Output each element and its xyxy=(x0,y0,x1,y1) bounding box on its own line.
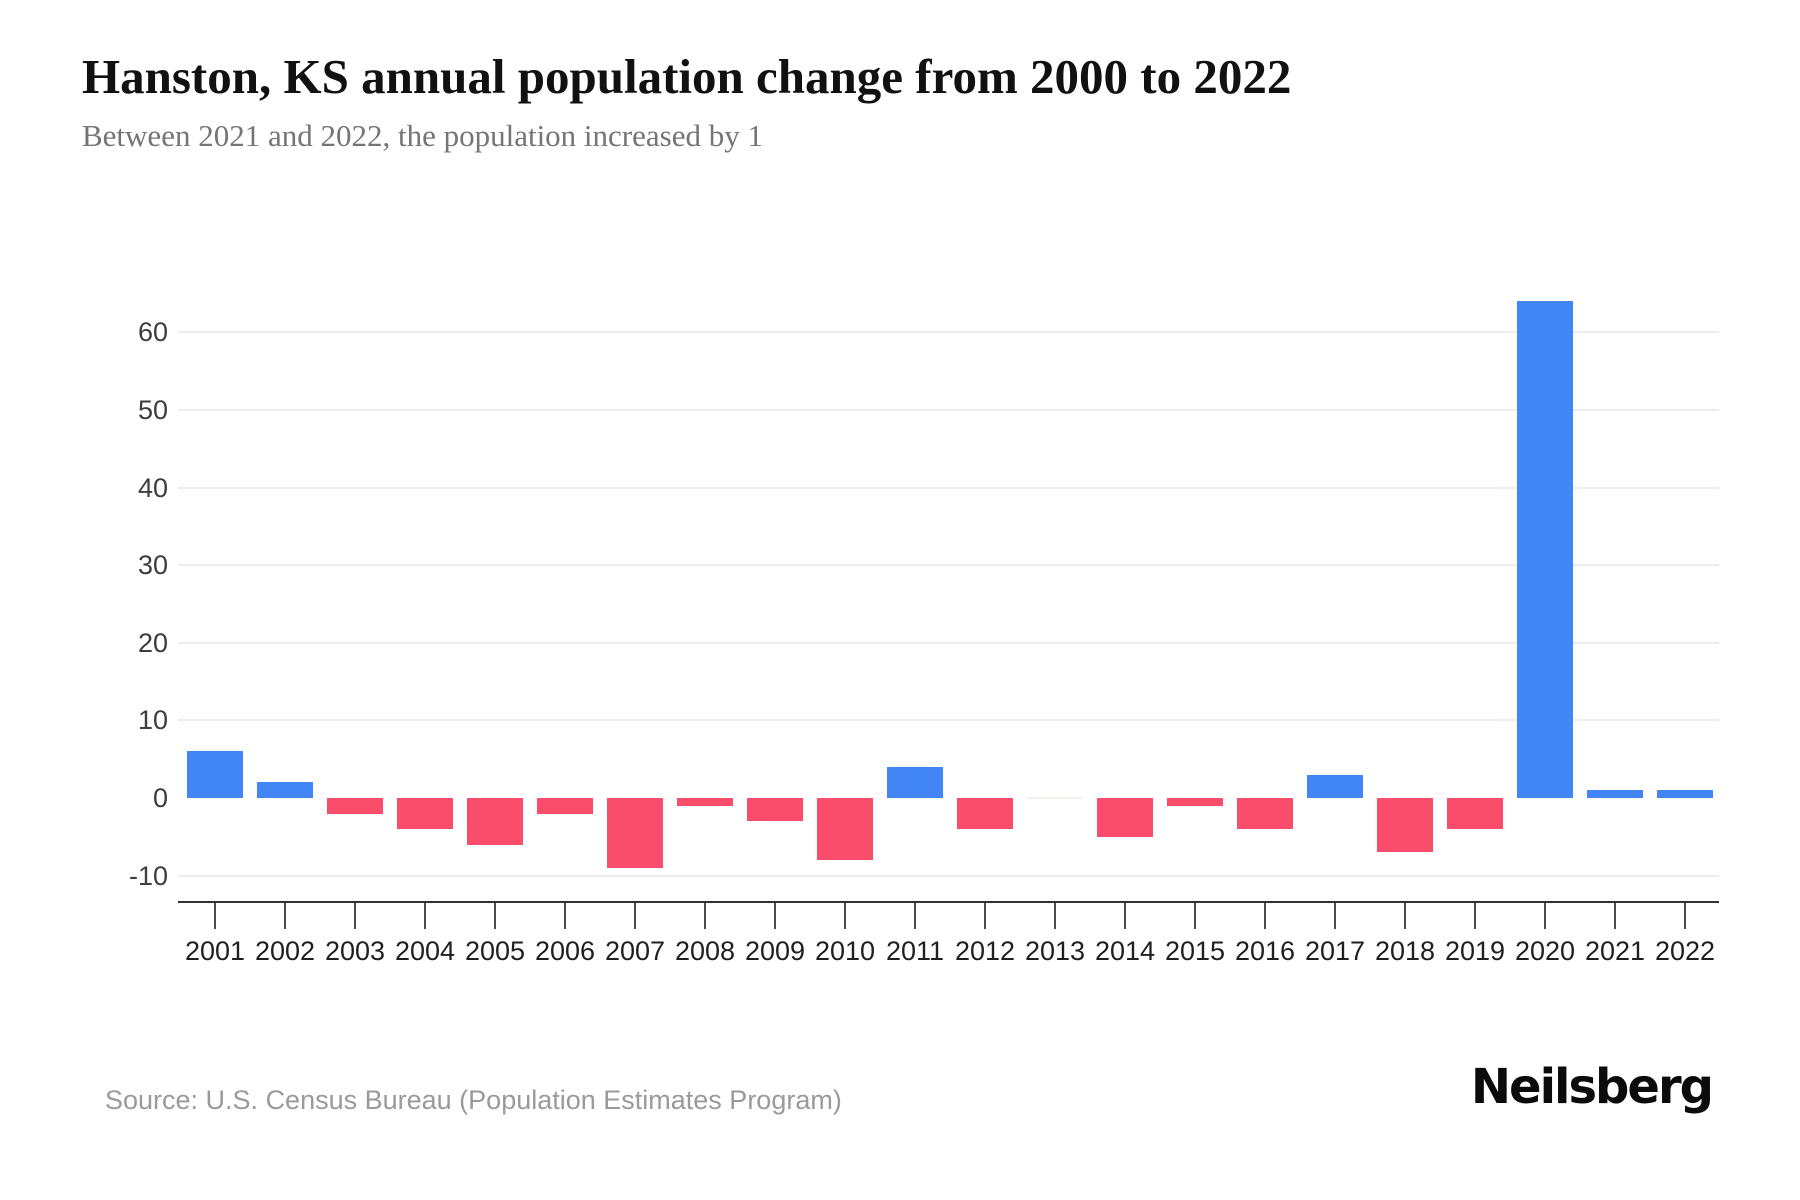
bar-2022[interactable] xyxy=(1657,790,1713,798)
x-axis-label-2008: 2008 xyxy=(674,936,736,966)
x-axis-label-2005: 2005 xyxy=(464,936,526,966)
x-tick-2011 xyxy=(914,903,916,929)
bar-2003[interactable] xyxy=(327,798,383,814)
x-tick-2022 xyxy=(1684,903,1686,929)
x-tick-2020 xyxy=(1544,903,1546,929)
x-axis-label-2016: 2016 xyxy=(1234,936,1296,966)
y-axis-label: 20 xyxy=(137,627,168,658)
x-tick-2006 xyxy=(564,903,566,929)
bar-2014[interactable] xyxy=(1097,798,1153,837)
x-axis-label-2007: 2007 xyxy=(604,936,666,966)
bar-2007[interactable] xyxy=(607,798,663,868)
bar-2006[interactable] xyxy=(537,798,593,814)
x-axis-label-2006: 2006 xyxy=(534,936,596,966)
x-tick-2008 xyxy=(704,903,706,929)
x-tick-2001 xyxy=(214,903,216,929)
chart-title: Hanston, KS annual population change fro… xyxy=(82,49,1292,104)
x-axis-label-2020: 2020 xyxy=(1514,936,1576,966)
x-tick-2007 xyxy=(634,903,636,929)
x-tick-2017 xyxy=(1334,903,1336,929)
x-axis-label-2014: 2014 xyxy=(1094,936,1156,966)
y-axis-label: 30 xyxy=(137,550,168,581)
chart-subtitle: Between 2021 and 2022, the population in… xyxy=(82,118,763,153)
bar-2010[interactable] xyxy=(817,798,873,861)
bar-2017[interactable] xyxy=(1307,774,1363,798)
x-tick-2013 xyxy=(1054,903,1056,929)
x-tick-2019 xyxy=(1474,903,1476,929)
bar-2011[interactable] xyxy=(887,766,943,798)
x-tick-2010 xyxy=(844,903,846,929)
bar-2016[interactable] xyxy=(1237,798,1293,830)
x-axis-label-2018: 2018 xyxy=(1374,936,1436,966)
bar-2004[interactable] xyxy=(397,798,453,830)
x-axis-label-2002: 2002 xyxy=(254,936,316,966)
bar-2008[interactable] xyxy=(677,798,733,806)
x-tick-2005 xyxy=(494,903,496,929)
bar-2019[interactable] xyxy=(1447,798,1503,830)
gridline-10 xyxy=(178,719,1719,722)
y-axis-label: 40 xyxy=(137,472,168,503)
x-tick-2004 xyxy=(424,903,426,929)
x-axis-label-2021: 2021 xyxy=(1584,936,1646,966)
x-tick-2002 xyxy=(284,903,286,929)
x-axis-label-2019: 2019 xyxy=(1444,936,1506,966)
x-axis-label-2011: 2011 xyxy=(885,936,945,966)
bar-2001[interactable] xyxy=(187,751,243,798)
bar-2009[interactable] xyxy=(747,798,803,822)
x-tick-2018 xyxy=(1404,903,1406,929)
bar-2018[interactable] xyxy=(1377,798,1433,853)
x-axis-label-2015: 2015 xyxy=(1164,936,1226,966)
x-tick-2016 xyxy=(1264,903,1266,929)
x-tick-2021 xyxy=(1614,903,1616,929)
x-axis-label-2022: 2022 xyxy=(1654,936,1716,966)
x-axis-line xyxy=(178,901,1719,903)
bar-2002[interactable] xyxy=(257,782,313,798)
y-axis-label: 60 xyxy=(137,317,168,348)
gridline--10 xyxy=(178,874,1719,877)
x-axis-label-2009: 2009 xyxy=(744,936,806,966)
gridline-50 xyxy=(178,409,1719,411)
y-axis-label: 0 xyxy=(152,783,168,813)
x-tick-2012 xyxy=(984,903,986,929)
gridline-30 xyxy=(178,564,1719,567)
x-axis-label-2003: 2003 xyxy=(324,936,386,966)
x-tick-2015 xyxy=(1194,903,1196,929)
bar-2021[interactable] xyxy=(1587,790,1643,798)
source-note: Source: U.S. Census Bureau (Population E… xyxy=(105,1085,842,1115)
bar-2015[interactable] xyxy=(1167,798,1223,806)
gridline-20 xyxy=(178,641,1719,644)
y-axis-label: 50 xyxy=(137,395,168,425)
x-axis-label-2004: 2004 xyxy=(394,936,456,966)
y-axis-label: -10 xyxy=(128,860,168,891)
x-axis-label-2013: 2013 xyxy=(1024,936,1086,966)
x-axis-label-2010: 2010 xyxy=(814,936,876,966)
x-tick-2009 xyxy=(774,903,776,929)
x-tick-2003 xyxy=(354,903,356,929)
bar-2005[interactable] xyxy=(467,798,523,845)
gridline-40 xyxy=(178,486,1719,489)
x-tick-2014 xyxy=(1124,903,1126,929)
neilsberg-logo[interactable]: Neilsberg xyxy=(1470,1059,1714,1115)
x-axis-label-2012: 2012 xyxy=(954,936,1016,966)
bar-2020[interactable] xyxy=(1517,301,1573,798)
y-axis-label: 10 xyxy=(137,705,168,736)
gridline-60 xyxy=(178,331,1719,334)
bar-2012[interactable] xyxy=(957,798,1013,830)
bar-2013[interactable] xyxy=(1027,797,1083,799)
x-axis-label-2017: 2017 xyxy=(1304,936,1366,966)
x-axis-label-2001: 2001 xyxy=(184,936,246,966)
